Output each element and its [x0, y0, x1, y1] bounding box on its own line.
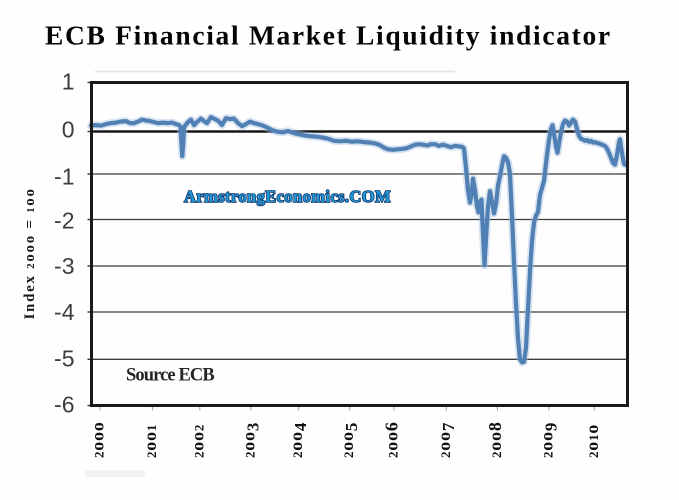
svg-text:-4: -4: [54, 299, 75, 325]
svg-text:0: 0: [62, 117, 75, 143]
svg-text:Source ECB: Source ECB: [126, 366, 214, 386]
svg-text:-2: -2: [54, 208, 74, 234]
svg-text:1: 1: [62, 69, 75, 95]
svg-text:2oo2: 2oo2: [187, 424, 207, 458]
svg-text:-3: -3: [54, 253, 74, 279]
svg-text:-6: -6: [54, 392, 74, 418]
svg-text:2oo6: 2oo6: [381, 421, 401, 458]
svg-text:-1: -1: [54, 163, 74, 189]
svg-text:ECB Financial Market Liquidity: ECB Financial Market Liquidity indicator: [45, 20, 612, 51]
svg-text:2oo3: 2oo3: [238, 422, 262, 458]
svg-text:Index 2ooo = 1oo: Index 2ooo = 1oo: [22, 187, 38, 319]
svg-text:2ooo: 2ooo: [87, 421, 107, 458]
svg-text:2o1o: 2o1o: [582, 424, 602, 458]
svg-text:ArmstrongEconomics.COM: ArmstrongEconomics.COM: [184, 187, 391, 206]
svg-text:2oo1: 2oo1: [140, 424, 160, 458]
svg-text:2oo8: 2oo8: [485, 421, 505, 458]
svg-text:-5: -5: [54, 346, 74, 372]
